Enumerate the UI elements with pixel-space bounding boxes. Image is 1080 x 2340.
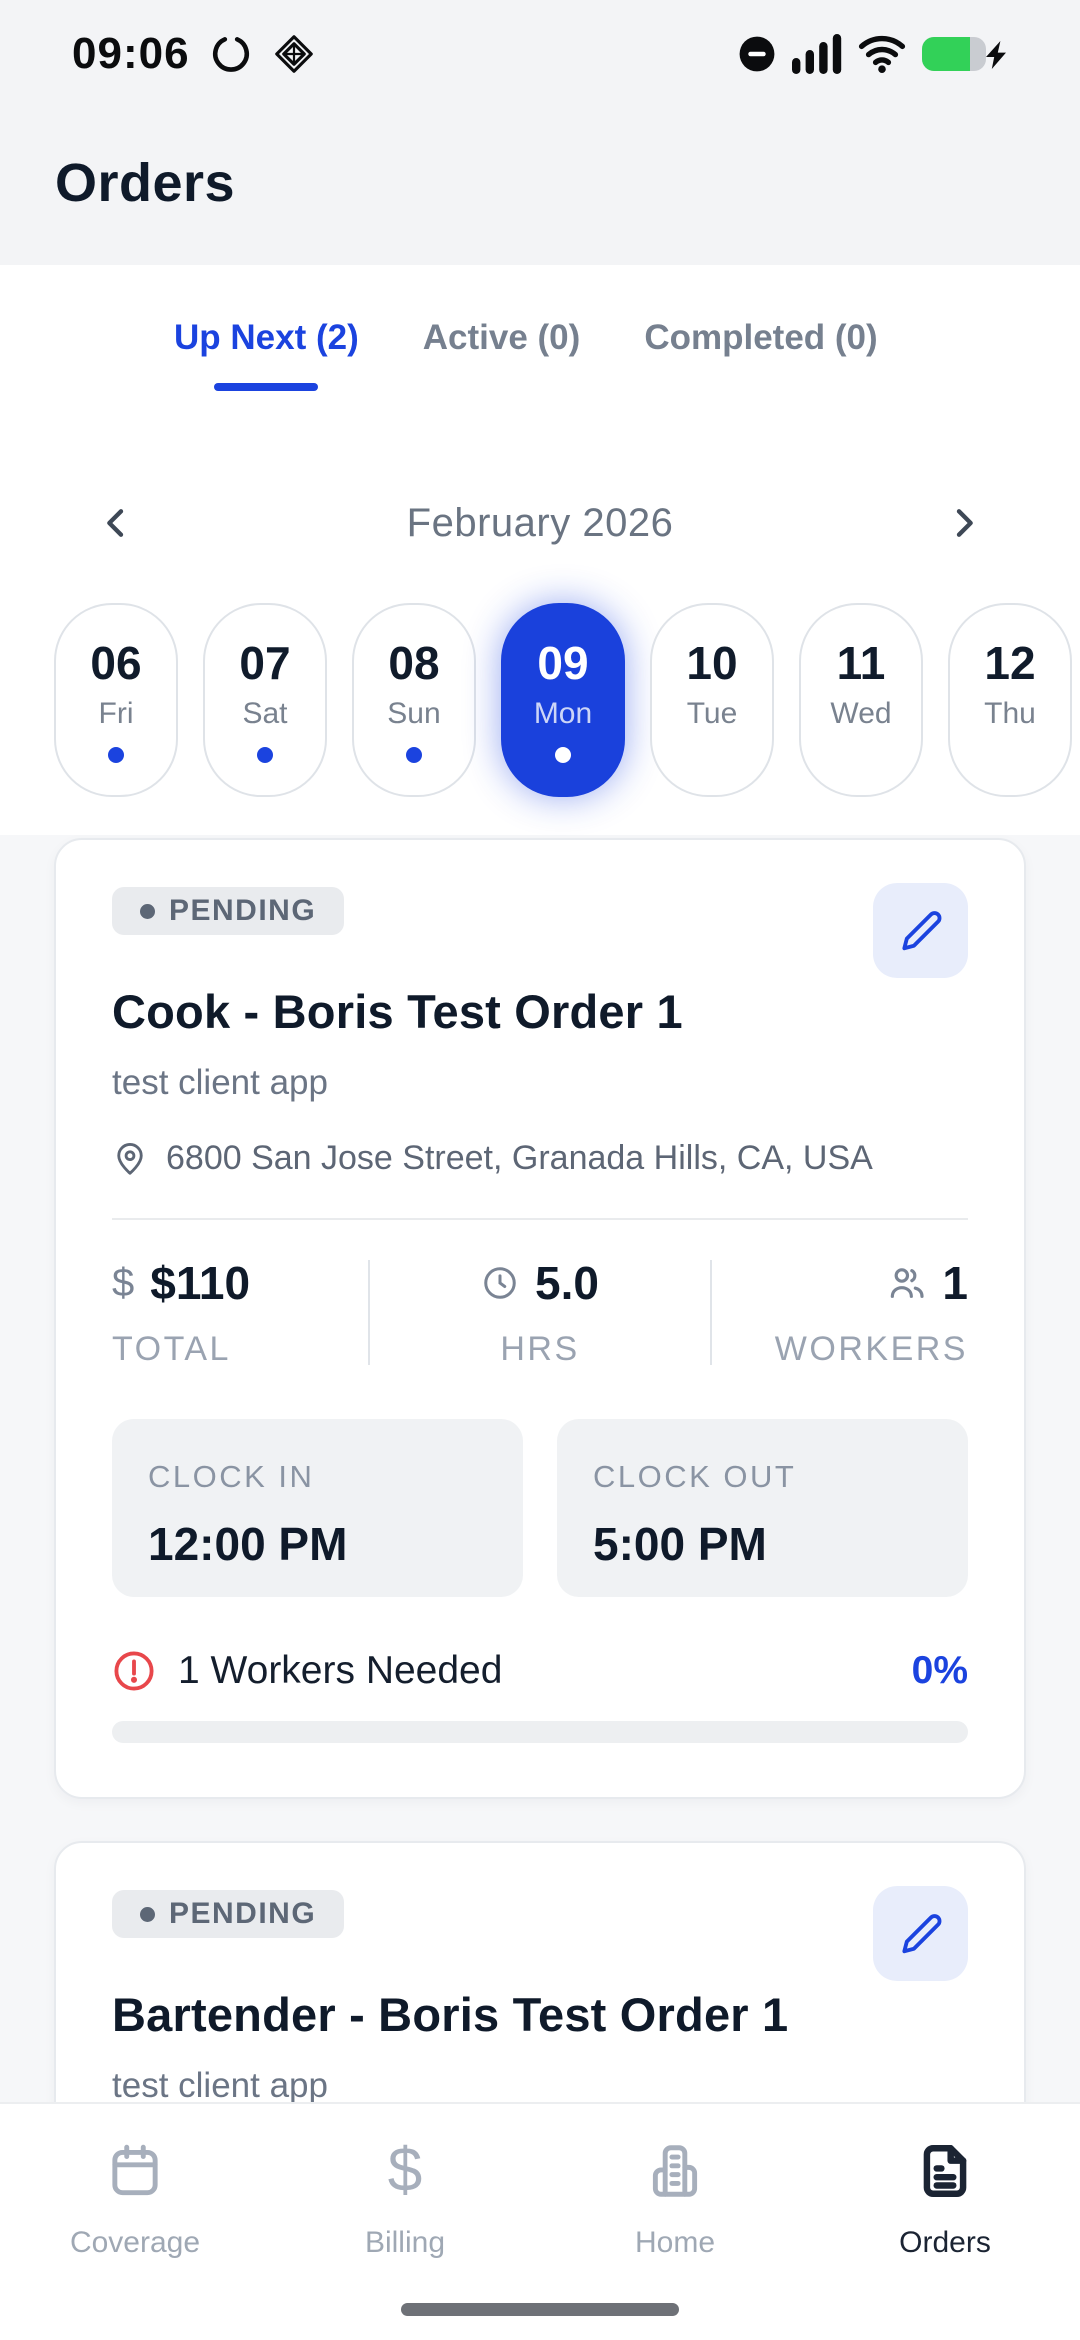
- event-dot: [108, 746, 124, 763]
- event-dot: [257, 746, 273, 763]
- event-dot: [406, 746, 422, 763]
- tab-completed[interactable]: Completed (0): [644, 318, 878, 357]
- clock-in-time: 12:00 PM: [148, 1518, 348, 1570]
- nav-item-coverage[interactable]: Coverage: [0, 2138, 270, 2340]
- do-not-disturb-icon: [738, 35, 776, 73]
- date-chip[interactable]: 11 Wed: [799, 603, 923, 797]
- tab-active[interactable]: Active (0): [422, 318, 581, 357]
- diamond-widget-icon: [272, 32, 316, 76]
- clock-times: CLOCK IN 12:00 PM CLOCK OUT 5:00 PM: [112, 1419, 968, 1597]
- header-section: 09:06: [0, 0, 1080, 265]
- order-address-row: 6800 San Jose Street, Granada Hills, CA,…: [112, 1139, 968, 1178]
- location-pin-icon: [112, 1141, 148, 1177]
- status-bar: 09:06: [0, 0, 1080, 84]
- date-chip[interactable]: 07 Sat: [203, 603, 327, 797]
- dollar-icon: $: [112, 1260, 135, 1305]
- clock-icon: [481, 1264, 519, 1302]
- nav-item-orders[interactable]: Orders: [810, 2138, 1080, 2340]
- clock-out-time: 5:00 PM: [593, 1518, 767, 1570]
- calendar-section: February 2026 06 Fri 07 Sat: [0, 435, 1080, 835]
- activity-spinner-icon: [210, 33, 252, 75]
- edit-order-button[interactable]: [873, 883, 968, 978]
- clock-out-box: CLOCK OUT 5:00 PM: [557, 1419, 968, 1597]
- date-chip[interactable]: 06 Fri: [54, 603, 178, 797]
- order-client: test client app: [112, 2066, 328, 2102]
- status-dot-icon: [140, 903, 155, 919]
- order-address: 6800 San Jose Street, Granada Hills, CA,…: [166, 1139, 873, 1177]
- divider: [710, 1260, 713, 1365]
- month-label: February 2026: [406, 500, 674, 545]
- month-selector: February 2026: [0, 435, 1080, 551]
- date-picker: 06 Fri 07 Sat 08 Sun 09: [0, 551, 1080, 797]
- fill-progress-bar: [112, 1721, 968, 1743]
- nav-item-home[interactable]: Home: [540, 2138, 810, 2340]
- nav-item-billing[interactable]: $ Billing: [364, 2136, 446, 2260]
- order-title: Bartender - Boris Test Order 1: [112, 1988, 789, 2041]
- wifi-icon: [858, 34, 906, 74]
- chevron-right-icon: [944, 503, 984, 543]
- next-month-button[interactable]: [936, 495, 992, 551]
- building-icon: [644, 2138, 706, 2204]
- stat-hours: 5.0 HRS: [370, 1256, 711, 1369]
- pencil-icon: [898, 908, 944, 954]
- date-chip[interactable]: 08 Sun: [352, 603, 476, 797]
- divider: [112, 1218, 968, 1220]
- fill-percent: 0%: [911, 1649, 968, 1692]
- calendar-icon: [104, 2138, 166, 2204]
- status-badge: PENDING: [112, 887, 345, 935]
- clock-in-box: CLOCK IN 12:00 PM: [112, 1419, 523, 1597]
- event-dot: [555, 746, 571, 763]
- order-card-header: PENDING: [112, 1886, 968, 1981]
- status-time: 09:06: [72, 29, 190, 78]
- divider: [367, 1260, 370, 1365]
- pencil-icon: [898, 1911, 944, 1957]
- order-card[interactable]: PENDING Cook - Boris Test Order 1 test c…: [54, 838, 1026, 1799]
- status-bar-left: 09:06: [72, 29, 316, 79]
- home-indicator[interactable]: [401, 2303, 679, 2316]
- chevron-left-icon: [96, 503, 136, 543]
- cellular-signal-icon: [792, 34, 842, 74]
- date-chip[interactable]: 12 Thu: [948, 603, 1072, 797]
- dollar-icon: $: [387, 2136, 423, 2205]
- charging-bolt-icon: [984, 41, 1010, 69]
- page-title: Orders: [55, 153, 236, 213]
- edit-order-button[interactable]: [873, 1886, 968, 1981]
- status-bar-right: [738, 34, 1010, 74]
- prev-month-button[interactable]: [88, 495, 144, 551]
- date-chip[interactable]: 09 Mon: [501, 603, 625, 797]
- stat-total: $ $110 TOTAL: [112, 1257, 251, 1368]
- tab-up-next[interactable]: Up Next (2): [174, 317, 359, 435]
- status-dot-icon: [140, 1906, 155, 1922]
- active-tab-underline: [214, 383, 319, 391]
- order-card[interactable]: PENDING Bartender - Boris Test Order 1 t…: [54, 1841, 1026, 2102]
- workers-needed-row: 1 Workers Needed 0%: [112, 1649, 968, 1693]
- status-badge: PENDING: [112, 1890, 345, 1938]
- bottom-nav: Coverage $ Billing Home: [0, 2102, 1080, 2340]
- stat-workers: 1 WORKERS: [774, 1257, 968, 1368]
- users-icon: [886, 1263, 926, 1303]
- alert-circle-icon: [112, 1649, 156, 1693]
- order-client: test client app: [112, 1063, 328, 1102]
- workers-needed-label: 1 Workers Needed: [178, 1649, 503, 1692]
- orders-list: PENDING Cook - Boris Test Order 1 test c…: [0, 835, 1080, 2102]
- tab-bar: Up Next (2) Active (0) Completed (0): [0, 265, 1080, 435]
- battery-charging-icon: [922, 37, 1010, 71]
- order-card-header: PENDING: [112, 883, 968, 978]
- date-chip[interactable]: 10 Tue: [650, 603, 774, 797]
- document-icon: [914, 2138, 976, 2204]
- order-stats: $ $110 TOTAL 5.0 HRS: [112, 1256, 968, 1369]
- order-title: Cook - Boris Test Order 1: [112, 985, 683, 1038]
